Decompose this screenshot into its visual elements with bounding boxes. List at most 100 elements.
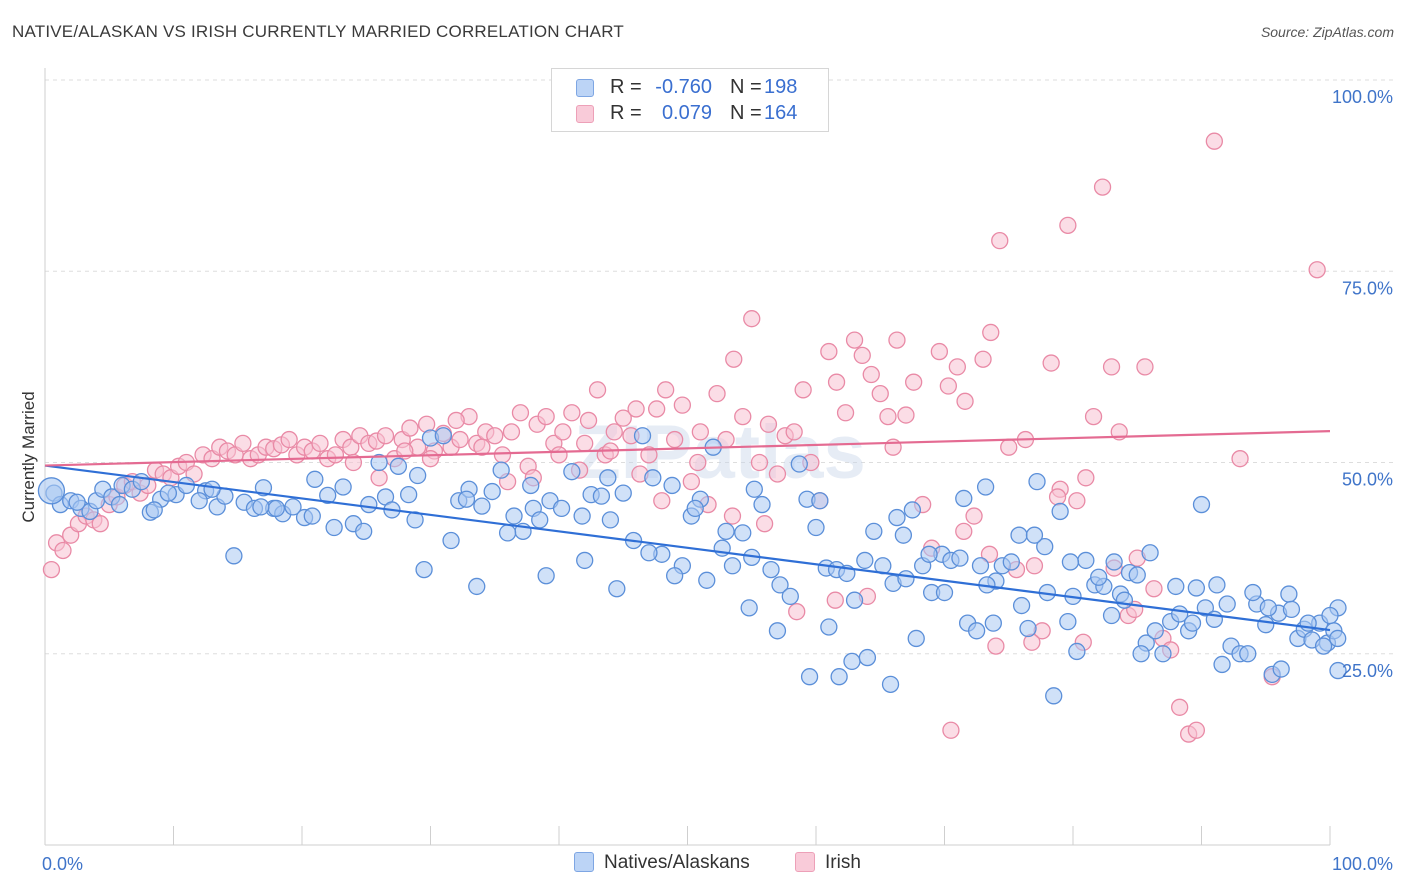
irish-point bbox=[897, 406, 915, 424]
irish-point bbox=[689, 453, 707, 472]
irish-point bbox=[451, 430, 469, 449]
bottom-legend-irish: Irish bbox=[795, 852, 861, 874]
native-point bbox=[717, 522, 735, 540]
native-point bbox=[415, 560, 433, 579]
native-point bbox=[370, 453, 388, 472]
irish-point bbox=[627, 400, 645, 418]
irish-point bbox=[785, 423, 803, 441]
native-point bbox=[771, 576, 789, 594]
native-point bbox=[132, 472, 151, 491]
irish-point bbox=[493, 446, 512, 464]
legend-swatch-pink bbox=[576, 105, 594, 123]
native-point bbox=[614, 484, 632, 502]
irish-trend-line bbox=[44, 430, 1331, 467]
irish-point bbox=[905, 373, 923, 391]
legend-n-value: 198 bbox=[764, 76, 798, 98]
native-point bbox=[355, 522, 373, 540]
native-point bbox=[1132, 645, 1150, 663]
irish-point bbox=[1059, 216, 1077, 235]
irish-point bbox=[511, 404, 530, 422]
irish-point bbox=[673, 396, 692, 414]
irish-point bbox=[502, 423, 521, 441]
native-point bbox=[254, 479, 273, 497]
native-point bbox=[573, 507, 591, 525]
native-point bbox=[1208, 576, 1226, 594]
native-point bbox=[894, 526, 913, 544]
native-point bbox=[781, 587, 799, 606]
native-point bbox=[843, 652, 861, 671]
irish-point bbox=[956, 392, 974, 410]
native-point bbox=[1218, 595, 1236, 613]
native-point bbox=[110, 495, 129, 514]
native-point bbox=[319, 486, 337, 505]
native-point bbox=[483, 482, 501, 501]
native-point bbox=[1259, 599, 1277, 617]
irish-point bbox=[653, 492, 671, 510]
native-point bbox=[856, 551, 874, 570]
irish-point bbox=[370, 469, 388, 487]
irish-point bbox=[1205, 132, 1223, 150]
irish-point bbox=[1171, 698, 1189, 716]
irish-point bbox=[826, 591, 844, 609]
native-point bbox=[633, 427, 652, 445]
native-point bbox=[599, 469, 617, 487]
irish-points bbox=[42, 132, 1326, 743]
native-point bbox=[1105, 553, 1123, 571]
native-point bbox=[1213, 655, 1231, 674]
irish-point bbox=[982, 323, 1000, 342]
native-point bbox=[1012, 596, 1031, 615]
native-point bbox=[468, 577, 486, 596]
irish-point bbox=[987, 637, 1005, 655]
native-point bbox=[686, 499, 704, 518]
legend-row-natives: R = -0.760 N = 198 bbox=[552, 75, 828, 101]
irish-point bbox=[725, 350, 743, 368]
irish-point bbox=[845, 331, 864, 349]
irish-point bbox=[965, 507, 983, 525]
native-point bbox=[790, 455, 808, 473]
irish-point bbox=[614, 409, 632, 427]
irish-point bbox=[576, 434, 594, 453]
irish-point bbox=[750, 453, 769, 472]
irish-point bbox=[640, 446, 658, 464]
native-point bbox=[1115, 591, 1134, 609]
native-point bbox=[1329, 661, 1347, 680]
bottom-legend-label-irish: Irish bbox=[825, 852, 861, 873]
native-point bbox=[159, 484, 178, 502]
native-point bbox=[37, 477, 66, 505]
legend-box: R = -0.760 N = 198 R = 0.079 N = 164 bbox=[551, 68, 829, 132]
native-point bbox=[1068, 642, 1086, 661]
native-point bbox=[284, 498, 302, 516]
native-point bbox=[1128, 566, 1146, 584]
native-point bbox=[640, 544, 658, 562]
irish-point bbox=[759, 415, 778, 433]
native-point bbox=[698, 571, 716, 589]
bottom-legend-label-natives: Natives/Alaskans bbox=[604, 852, 750, 873]
native-point bbox=[820, 618, 838, 636]
irish-point bbox=[554, 423, 572, 441]
native-point bbox=[1051, 502, 1069, 521]
irish-point bbox=[955, 522, 973, 540]
native-point bbox=[1077, 551, 1095, 570]
irish-point bbox=[1077, 469, 1095, 487]
irish-point bbox=[280, 430, 298, 449]
irish-point bbox=[401, 419, 419, 437]
legend-n-value: 164 bbox=[764, 102, 798, 124]
irish-point bbox=[682, 472, 701, 491]
irish-point bbox=[91, 515, 109, 533]
native-point bbox=[644, 469, 662, 487]
native-point bbox=[830, 668, 848, 686]
native-point bbox=[522, 476, 540, 495]
native-point bbox=[1045, 687, 1063, 705]
irish-point bbox=[930, 342, 949, 361]
irish-point bbox=[326, 446, 345, 464]
native-point bbox=[858, 648, 877, 667]
y-tick-label: 50.0% bbox=[1342, 470, 1393, 490]
native-point bbox=[800, 668, 819, 686]
native-point bbox=[976, 478, 995, 496]
native-point bbox=[68, 493, 86, 511]
legend-n-label: N = bbox=[730, 102, 762, 124]
irish-point bbox=[666, 430, 684, 449]
native-point bbox=[1059, 612, 1077, 631]
native-point bbox=[408, 466, 427, 485]
